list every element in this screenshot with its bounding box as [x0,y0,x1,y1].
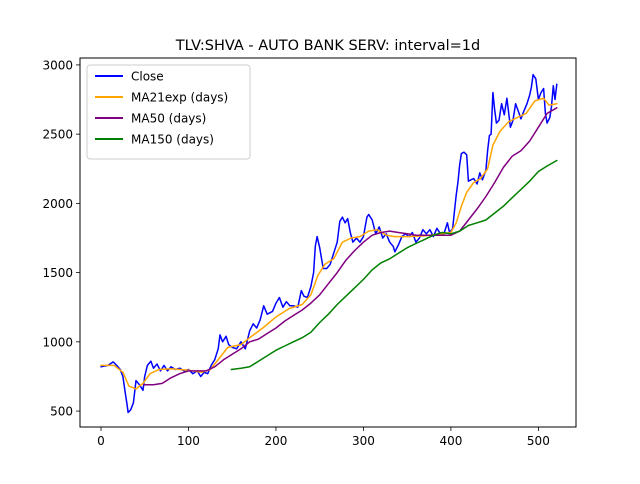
series-line-1 [100,97,558,390]
x-tick-label-0: 0 [97,434,105,448]
plot-frame [79,57,577,428]
legend-label-0: Close [131,70,164,84]
series-line-0 [100,73,558,414]
x-tick-label-3: 300 [352,434,375,448]
x-tick-label-1: 100 [177,434,200,448]
y-tick-label-4: 2500 [42,128,73,142]
x-tick-label-4: 400 [439,434,462,448]
legend-box [86,64,251,160]
y-tick-label-3: 2000 [42,197,73,211]
series-line-3 [230,159,558,371]
legend: Close MA21exp (days) MA50 (days) MA150 (day… [86,64,251,160]
x-tick-label-5: 500 [527,434,550,448]
legend-label-3: MA150 (days) [131,133,214,147]
legend-label-1: MA21exp (days) [131,91,228,105]
x-tick-label-2: 200 [264,434,287,448]
series-layer [100,73,558,414]
x-axis: 0 100 200 300 400 500 [97,427,550,448]
legend-label-2: MA50 (days) [131,112,206,126]
y-tick-label-2: 1500 [42,266,73,280]
y-tick-label-1: 1000 [42,335,73,349]
plot-area [100,73,558,414]
y-axis: 500 1000 1500 2000 2500 3000 [42,58,80,419]
series-line-2 [143,107,558,386]
chart-title: TLV:SHVA - AUTO BANK SERV: interval=1d [175,38,480,54]
y-tick-label-5: 3000 [42,58,73,72]
y-tick-label-0: 500 [50,405,73,419]
